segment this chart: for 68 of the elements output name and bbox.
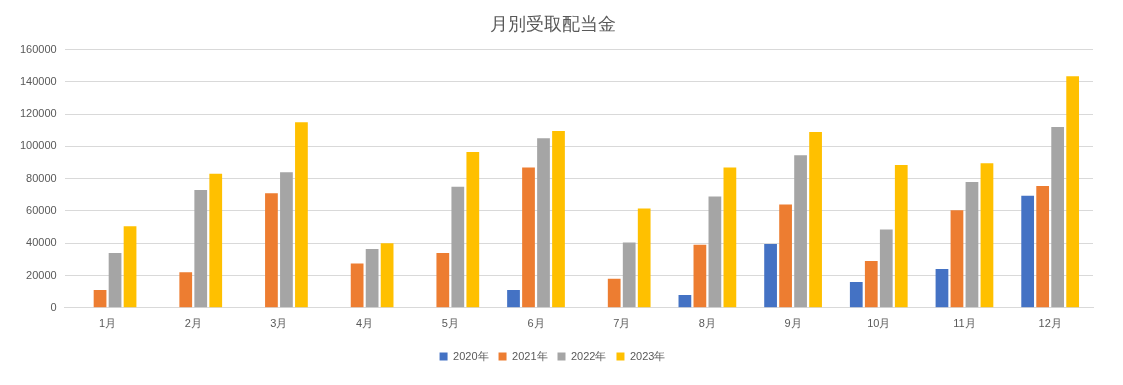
x-tick-label: 11月 <box>953 317 976 330</box>
bar <box>849 281 863 308</box>
legend-label: 2022年 <box>571 349 607 362</box>
x-tick-label: 1月 <box>98 317 117 330</box>
bar <box>93 290 107 308</box>
bar <box>779 204 792 308</box>
legend-label: 2020年 <box>453 349 489 362</box>
legend-label: 2023年 <box>629 349 666 362</box>
y-tick-label: 120000 <box>19 107 57 120</box>
bar <box>764 244 777 308</box>
x-tick-label: 12月 <box>1038 317 1062 330</box>
y-tick-label: 20000 <box>26 268 57 281</box>
bar <box>537 138 550 308</box>
bar <box>265 193 278 308</box>
bar <box>108 252 122 308</box>
x-tick-label: 8月 <box>698 317 716 330</box>
x-tick-label: 6月 <box>527 317 545 330</box>
chart-title: 月別受取配当金 <box>489 13 616 34</box>
x-tick-label: 2月 <box>184 317 202 330</box>
bar <box>1021 195 1035 308</box>
bar <box>466 152 480 308</box>
bar <box>708 196 722 308</box>
bar <box>607 278 621 308</box>
bar <box>809 131 822 308</box>
x-tick-label: 3月 <box>270 317 288 330</box>
bar <box>723 167 737 308</box>
bar <box>622 242 636 308</box>
bar <box>864 261 878 308</box>
bar <box>552 131 565 308</box>
bar <box>350 263 364 308</box>
bar <box>123 226 137 308</box>
bar <box>894 164 908 308</box>
bar <box>1066 76 1080 308</box>
bar <box>950 210 964 308</box>
x-tick-label: 10月 <box>867 317 891 330</box>
bar <box>365 248 379 308</box>
bar <box>794 155 807 308</box>
bar <box>194 190 208 308</box>
bar <box>280 172 293 308</box>
legend-label: 2021年 <box>512 349 548 362</box>
y-tick-label: 0 <box>50 300 57 313</box>
bar <box>436 252 450 308</box>
x-tick-label: 4月 <box>356 317 374 330</box>
x-tick-label: 5月 <box>441 317 459 330</box>
bar <box>678 294 692 308</box>
bar <box>1051 127 1065 308</box>
y-tick-label: 40000 <box>26 236 57 249</box>
bar <box>935 269 949 308</box>
bar <box>209 173 223 308</box>
y-tick-label: 100000 <box>19 139 57 152</box>
x-tick-label: 7月 <box>613 317 631 330</box>
bar <box>295 122 308 308</box>
bar <box>522 167 535 308</box>
bar <box>980 163 994 308</box>
bar <box>879 229 893 308</box>
bar <box>693 244 707 308</box>
bar <box>451 186 465 308</box>
y-tick-label: 60000 <box>26 204 57 217</box>
x-tick-label: 9月 <box>784 317 802 330</box>
bar <box>380 243 394 308</box>
bar <box>965 181 979 308</box>
y-tick-label: 160000 <box>19 42 57 55</box>
bar <box>179 272 193 308</box>
bar <box>637 208 651 308</box>
y-tick-label: 140000 <box>19 74 57 87</box>
bar <box>507 290 520 308</box>
bar <box>1036 185 1050 308</box>
y-tick-label: 80000 <box>26 171 57 184</box>
